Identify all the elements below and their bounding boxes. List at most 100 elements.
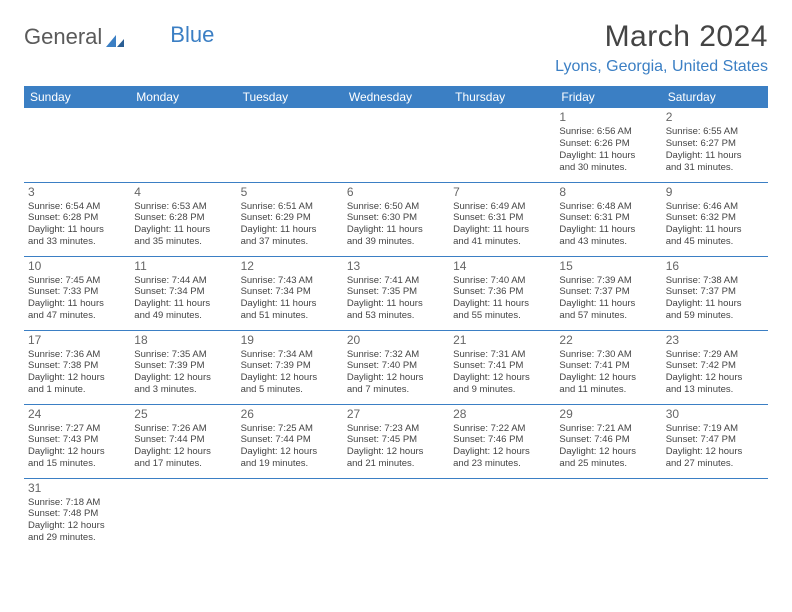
weekday-row: SundayMondayTuesdayWednesdayThursdayFrid…	[24, 86, 768, 108]
logo: General Blue	[24, 24, 214, 50]
day-info: Sunset: 7:44 PM	[241, 434, 339, 446]
day-number: 14	[453, 259, 551, 274]
day-info: Sunrise: 7:36 AM	[28, 349, 126, 361]
calendar-day: 8Sunrise: 6:48 AMSunset: 6:31 PMDaylight…	[555, 182, 661, 256]
day-info: and 15 minutes.	[28, 458, 126, 470]
calendar-empty	[24, 108, 130, 182]
day-info: Sunrise: 7:29 AM	[666, 349, 764, 361]
day-info: Sunset: 7:34 PM	[134, 286, 232, 298]
day-info: Sunrise: 6:51 AM	[241, 201, 339, 213]
day-number: 19	[241, 333, 339, 348]
day-info: Sunrise: 7:35 AM	[134, 349, 232, 361]
calendar-week: 1Sunrise: 6:56 AMSunset: 6:26 PMDaylight…	[24, 108, 768, 182]
calendar-day: 19Sunrise: 7:34 AMSunset: 7:39 PMDayligh…	[237, 330, 343, 404]
day-info: Daylight: 12 hours	[347, 446, 445, 458]
day-info: and 1 minute.	[28, 384, 126, 396]
day-info: Sunrise: 7:23 AM	[347, 423, 445, 435]
day-number: 7	[453, 185, 551, 200]
day-info: Sunrise: 6:48 AM	[559, 201, 657, 213]
calendar-day: 16Sunrise: 7:38 AMSunset: 7:37 PMDayligh…	[662, 256, 768, 330]
day-info: Sunrise: 6:49 AM	[453, 201, 551, 213]
day-info: Daylight: 12 hours	[241, 372, 339, 384]
calendar-day: 6Sunrise: 6:50 AMSunset: 6:30 PMDaylight…	[343, 182, 449, 256]
day-info: Sunset: 6:26 PM	[559, 138, 657, 150]
day-info: Sunset: 7:39 PM	[241, 360, 339, 372]
day-info: Daylight: 11 hours	[347, 224, 445, 236]
calendar-empty	[555, 478, 661, 552]
day-info: and 51 minutes.	[241, 310, 339, 322]
calendar-day: 21Sunrise: 7:31 AMSunset: 7:41 PMDayligh…	[449, 330, 555, 404]
day-info: and 41 minutes.	[453, 236, 551, 248]
calendar-day: 14Sunrise: 7:40 AMSunset: 7:36 PMDayligh…	[449, 256, 555, 330]
day-info: Sunset: 7:44 PM	[134, 434, 232, 446]
day-info: and 47 minutes.	[28, 310, 126, 322]
day-info: Sunrise: 6:54 AM	[28, 201, 126, 213]
calendar-day: 28Sunrise: 7:22 AMSunset: 7:46 PMDayligh…	[449, 404, 555, 478]
day-info: and 5 minutes.	[241, 384, 339, 396]
day-info: Sunrise: 7:45 AM	[28, 275, 126, 287]
day-number: 10	[28, 259, 126, 274]
calendar-day: 25Sunrise: 7:26 AMSunset: 7:44 PMDayligh…	[130, 404, 236, 478]
day-info: and 59 minutes.	[666, 310, 764, 322]
day-info: Sunset: 7:39 PM	[134, 360, 232, 372]
calendar-day: 15Sunrise: 7:39 AMSunset: 7:37 PMDayligh…	[555, 256, 661, 330]
header: General Blue March 2024 Lyons, Georgia, …	[24, 20, 768, 76]
day-info: Daylight: 12 hours	[559, 372, 657, 384]
calendar-day: 27Sunrise: 7:23 AMSunset: 7:45 PMDayligh…	[343, 404, 449, 478]
day-number: 30	[666, 407, 764, 422]
day-info: and 31 minutes.	[666, 162, 764, 174]
day-info: Daylight: 12 hours	[666, 372, 764, 384]
day-info: Daylight: 12 hours	[134, 446, 232, 458]
day-info: Sunrise: 7:39 AM	[559, 275, 657, 287]
day-info: Sunrise: 7:41 AM	[347, 275, 445, 287]
day-info: Daylight: 12 hours	[666, 446, 764, 458]
day-info: and 30 minutes.	[559, 162, 657, 174]
day-info: Sunrise: 6:53 AM	[134, 201, 232, 213]
day-info: and 17 minutes.	[134, 458, 232, 470]
calendar-page: General Blue March 2024 Lyons, Georgia, …	[0, 0, 792, 572]
day-info: Sunrise: 7:26 AM	[134, 423, 232, 435]
day-info: Sunrise: 7:38 AM	[666, 275, 764, 287]
day-info: Sunrise: 7:32 AM	[347, 349, 445, 361]
day-info: Daylight: 12 hours	[347, 372, 445, 384]
calendar-empty	[449, 478, 555, 552]
calendar-body: 1Sunrise: 6:56 AMSunset: 6:26 PMDaylight…	[24, 108, 768, 552]
day-info: Daylight: 11 hours	[28, 224, 126, 236]
day-info: and 9 minutes.	[453, 384, 551, 396]
day-info: Sunrise: 6:55 AM	[666, 126, 764, 138]
title-block: March 2024 Lyons, Georgia, United States	[555, 20, 768, 76]
day-info: and 57 minutes.	[559, 310, 657, 322]
day-number: 17	[28, 333, 126, 348]
day-info: Daylight: 12 hours	[559, 446, 657, 458]
day-info: Daylight: 12 hours	[134, 372, 232, 384]
day-number: 4	[134, 185, 232, 200]
calendar-day: 12Sunrise: 7:43 AMSunset: 7:34 PMDayligh…	[237, 256, 343, 330]
day-info: and 55 minutes.	[453, 310, 551, 322]
day-info: Daylight: 12 hours	[28, 520, 126, 532]
day-info: Sunset: 7:43 PM	[28, 434, 126, 446]
day-info: Sunset: 7:45 PM	[347, 434, 445, 446]
calendar-week: 10Sunrise: 7:45 AMSunset: 7:33 PMDayligh…	[24, 256, 768, 330]
day-number: 3	[28, 185, 126, 200]
weekday-header: Wednesday	[343, 86, 449, 108]
day-info: Daylight: 12 hours	[453, 446, 551, 458]
calendar-day: 26Sunrise: 7:25 AMSunset: 7:44 PMDayligh…	[237, 404, 343, 478]
day-info: Daylight: 12 hours	[28, 446, 126, 458]
sail-icon	[104, 29, 126, 45]
day-info: Sunset: 6:32 PM	[666, 212, 764, 224]
calendar-empty	[343, 478, 449, 552]
day-number: 25	[134, 407, 232, 422]
day-number: 28	[453, 407, 551, 422]
day-info: Daylight: 11 hours	[453, 298, 551, 310]
calendar-empty	[130, 108, 236, 182]
calendar-day: 31Sunrise: 7:18 AMSunset: 7:48 PMDayligh…	[24, 478, 130, 552]
calendar-day: 24Sunrise: 7:27 AMSunset: 7:43 PMDayligh…	[24, 404, 130, 478]
day-info: Sunrise: 7:43 AM	[241, 275, 339, 287]
calendar-table: SundayMondayTuesdayWednesdayThursdayFrid…	[24, 86, 768, 552]
calendar-week: 24Sunrise: 7:27 AMSunset: 7:43 PMDayligh…	[24, 404, 768, 478]
calendar-empty	[662, 478, 768, 552]
day-info: Sunrise: 6:50 AM	[347, 201, 445, 213]
day-info: and 39 minutes.	[347, 236, 445, 248]
day-info: Sunset: 7:42 PM	[666, 360, 764, 372]
calendar-day: 9Sunrise: 6:46 AMSunset: 6:32 PMDaylight…	[662, 182, 768, 256]
